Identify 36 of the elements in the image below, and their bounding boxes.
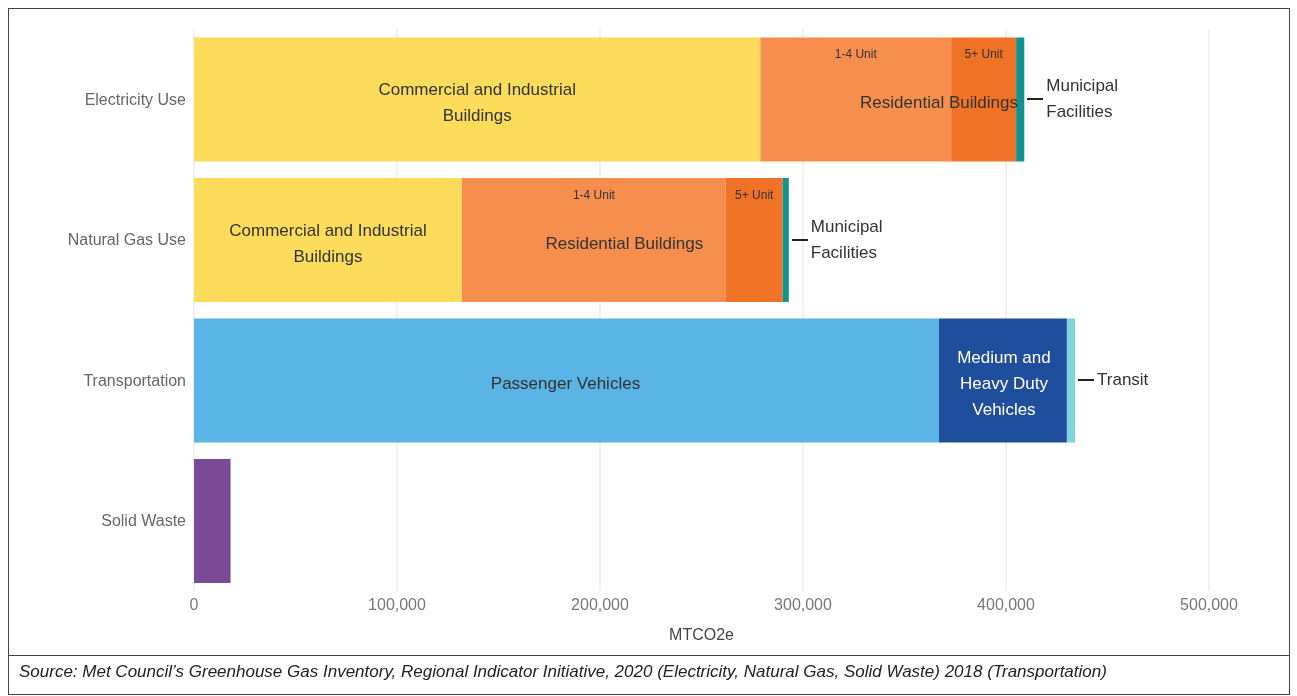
annotation: Commercial and Industrial Buildings (378, 80, 576, 126)
bar (194, 318, 940, 443)
bar (951, 37, 1017, 162)
bar (760, 37, 952, 162)
annotation: Passenger Vehicles (490, 374, 641, 394)
data-label: Municipal Facilities (810, 216, 883, 262)
data-label: 1-4 Unit (834, 47, 877, 62)
data-label: 5+ Unit (735, 187, 774, 202)
y-tick-label: Solid Waste (101, 512, 187, 530)
annotation: Medium and Heavy Duty Vehicles (957, 348, 1051, 420)
data-label: Municipal Facilities (1046, 76, 1119, 122)
bar (194, 37, 761, 162)
source-note: Source: Met Council’s Greenhouse Gas Inventory, Regional Indicator Initiative, 2020 (Electricity, Natural Gas, Solid Waste) 2018 (Transportation) (9, 655, 1289, 684)
annotation: Residential Buildings (545, 233, 704, 253)
x-axis-title: MTCO2e (669, 626, 735, 644)
bar (1016, 37, 1025, 162)
x-tick-label: 300,000 (774, 596, 833, 614)
bar (939, 318, 1067, 443)
bar (1066, 318, 1076, 443)
y-tick-label: Natural Gas Use (67, 231, 187, 249)
bar (194, 177, 462, 302)
bar (782, 177, 789, 302)
x-tick-label: 0 (189, 596, 199, 614)
x-tick-label: 500,000 (1180, 596, 1239, 614)
x-tick-label: 200,000 (571, 596, 630, 614)
y-tick-label: Transportation (83, 371, 186, 389)
annotation: Commercial and Industrial Buildings (229, 220, 427, 266)
x-tick-label: 400,000 (977, 596, 1036, 614)
data-label: 5+ Unit (964, 47, 1003, 62)
x-tick-label: 100,000 (368, 596, 427, 614)
y-tick-label: Electricity Use (84, 90, 187, 108)
bar (725, 177, 783, 302)
bar (194, 458, 231, 583)
data-label: 1-4 Unit (572, 187, 615, 202)
data-label: Transit (1097, 370, 1149, 390)
bar (461, 177, 726, 302)
